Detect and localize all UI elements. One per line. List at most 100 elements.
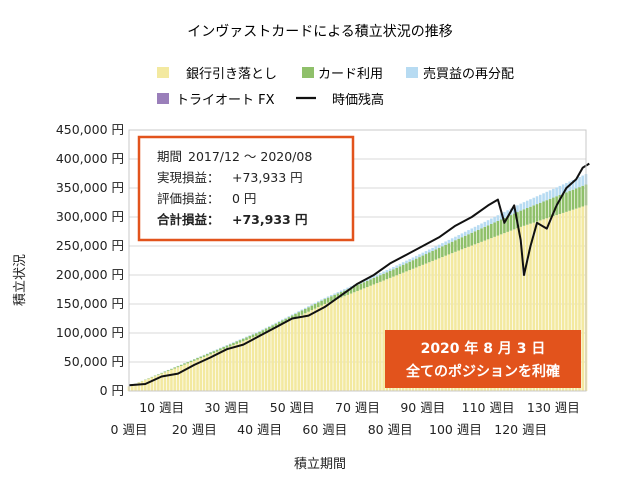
bar-segment xyxy=(290,314,294,316)
bar-segment xyxy=(522,225,526,391)
unrealized-value: 0 円 xyxy=(232,191,256,206)
bar-segment xyxy=(486,220,490,226)
bar-segment xyxy=(163,371,167,373)
bar-segment xyxy=(183,364,186,391)
bar-segment xyxy=(323,297,327,300)
bar-segment xyxy=(287,316,291,318)
bar-segment xyxy=(323,304,327,391)
bar-segment xyxy=(431,247,434,251)
bar-segment xyxy=(535,196,539,205)
bar-segment xyxy=(284,318,287,323)
bar-segment xyxy=(326,297,330,303)
bar-segment xyxy=(414,255,418,259)
bar-segment xyxy=(411,257,415,261)
bar-segment xyxy=(235,340,239,342)
x-tick-label: 10 週目 xyxy=(139,400,184,415)
bar-segment xyxy=(463,235,467,249)
bar-segment xyxy=(238,339,242,341)
bar-segment xyxy=(173,368,176,391)
bar-segment xyxy=(480,223,483,229)
y-axis-title: 積立状況 xyxy=(13,254,28,306)
realized-label: 実現損益： xyxy=(157,170,220,185)
bar-segment xyxy=(232,342,235,343)
legend-label-market-value: 時価残高 xyxy=(332,92,384,108)
bar-segment xyxy=(333,293,336,295)
summary-box: 期間 2017/12 ～ 2020/08 実現損益： +73,933 円 評価損… xyxy=(137,135,355,242)
bar-segment xyxy=(444,255,447,391)
bar-segment xyxy=(379,281,382,391)
bar-segment xyxy=(467,246,470,391)
bar-segment xyxy=(578,207,581,391)
bar-segment xyxy=(290,315,294,320)
bar-segment xyxy=(209,354,212,391)
bar-segment xyxy=(379,273,382,276)
x-tick-label: 20 週目 xyxy=(172,422,217,437)
bar-segment xyxy=(251,337,255,391)
bar-segment xyxy=(294,317,297,391)
legend-label-bank: 銀行引き落とし xyxy=(186,67,277,82)
legend-label-redistribution: 売買益の再分配 xyxy=(423,66,514,82)
bar-segment xyxy=(382,273,385,281)
x-tick-label: 90 週目 xyxy=(400,400,445,415)
bar-segment xyxy=(431,250,434,261)
bar-segment xyxy=(310,305,314,311)
bar-segment xyxy=(313,303,317,309)
summary-box-frame xyxy=(137,135,355,242)
bar-segment xyxy=(271,324,274,326)
bar-segment xyxy=(401,262,405,265)
bar-segment xyxy=(418,257,421,267)
x-tick-label: 0 週目 xyxy=(111,422,148,437)
bar-segment xyxy=(232,345,235,391)
bar-segment xyxy=(519,203,523,211)
market-value-line xyxy=(128,162,590,387)
bar-segment xyxy=(388,268,392,271)
bar-segment xyxy=(395,267,398,276)
bar-segment xyxy=(408,261,412,271)
bar-segment xyxy=(339,290,343,293)
bar-segment xyxy=(196,358,199,360)
bar-segment xyxy=(522,209,526,226)
bar-segment xyxy=(565,211,568,391)
bar-segment xyxy=(457,235,460,239)
y-tick-label: 400,000 円 xyxy=(56,151,124,166)
x-tick-label: 70 週目 xyxy=(335,400,380,415)
bar-segment xyxy=(555,215,558,391)
bar-segment xyxy=(310,304,314,306)
bar-segment xyxy=(264,328,268,332)
bar-segment xyxy=(424,263,428,391)
bar-segment xyxy=(176,367,180,391)
bar-segment xyxy=(486,225,490,240)
bar-segment xyxy=(506,231,509,391)
period-label: 期間 xyxy=(157,149,182,164)
bar-segment xyxy=(352,292,356,391)
bar-segment xyxy=(506,216,509,232)
bar-segment xyxy=(303,308,307,314)
bar-segment xyxy=(192,360,196,391)
bar-segment xyxy=(486,239,490,391)
bar-segment xyxy=(290,319,294,391)
bar-segment xyxy=(274,322,278,324)
bar-segment xyxy=(336,293,340,299)
bar-segment xyxy=(548,198,552,218)
bar-segment xyxy=(555,187,558,197)
bar-segment xyxy=(300,309,304,311)
bar-segment xyxy=(463,231,467,236)
bar-segment xyxy=(392,267,395,270)
bar-segment xyxy=(516,205,519,213)
bar-segment xyxy=(414,258,418,268)
bar-segment xyxy=(326,296,330,298)
bar-segment xyxy=(441,257,444,391)
bar-segment xyxy=(271,325,274,329)
realized-value: +73,933 円 xyxy=(232,170,303,185)
bar-segment xyxy=(539,194,542,203)
bar-segment xyxy=(336,292,340,294)
bar-segment xyxy=(552,188,555,198)
bar-segment xyxy=(561,184,565,194)
bar-segment xyxy=(317,301,320,303)
bar-segment xyxy=(542,219,545,391)
bar-segment xyxy=(408,259,412,262)
bar-segment xyxy=(186,363,190,391)
bar-segment xyxy=(512,229,516,391)
bar-segment xyxy=(460,233,464,238)
